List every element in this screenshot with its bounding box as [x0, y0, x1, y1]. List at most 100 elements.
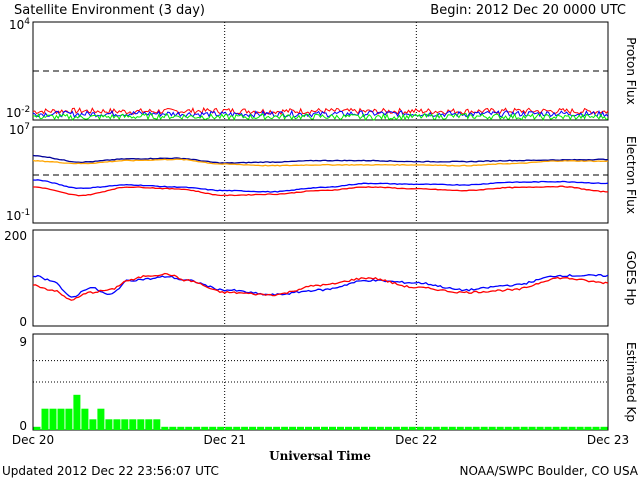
kp-bar [305, 426, 312, 430]
kp-bar [33, 426, 41, 430]
kp-bar [217, 426, 225, 430]
kp-bar [440, 426, 448, 430]
kp-bar [233, 426, 241, 430]
goes-ytick-bottom: 0 [19, 315, 27, 329]
kp-bar [145, 419, 153, 430]
kp-bar [89, 419, 97, 430]
kp-bar [432, 426, 440, 430]
kp-bar [480, 426, 488, 430]
kp-bar [384, 426, 392, 430]
x-axis-title: Universal Time [269, 449, 371, 463]
electron-series-1 [32, 158, 609, 167]
kp-bar [121, 419, 129, 430]
goes-hp-label: GOES Hp [624, 251, 638, 305]
kp-bar [281, 426, 289, 430]
kp-bar [129, 419, 137, 430]
kp-bar [416, 426, 424, 430]
kp-bar [568, 426, 576, 430]
kp-bar [576, 426, 584, 430]
kp-bar [297, 426, 304, 430]
kp-bar [65, 408, 73, 430]
kp-bar [329, 426, 336, 430]
kp-bar [552, 426, 560, 430]
kp-bar [584, 426, 592, 430]
kp-bar [408, 426, 416, 430]
kp-bar [201, 426, 209, 430]
kp-bar [321, 426, 328, 430]
electron-ytick-top: 107 [9, 122, 30, 137]
kp-bar [177, 426, 185, 430]
kp-bar [592, 426, 600, 430]
data-layer [32, 106, 609, 430]
kp-bar [57, 408, 65, 430]
kp-bar [41, 408, 49, 430]
xtick-dec23: Dec 23 [587, 433, 629, 447]
kp-bar [536, 426, 544, 430]
kp-bar [209, 426, 217, 430]
xtick-dec20: Dec 20 [12, 433, 54, 447]
proton-ytick-top: 104 [9, 17, 30, 32]
kp-bar [169, 426, 177, 430]
kp-bar [193, 426, 201, 430]
kp-bar [512, 426, 520, 430]
kp-ytick-top: 9 [19, 335, 27, 349]
proton-series-2 [32, 112, 609, 122]
kp-bar [560, 426, 568, 430]
goes-hp-panel: GOES Hp [32, 229, 638, 327]
kp-bar [137, 419, 145, 430]
kp-bar [225, 426, 233, 430]
kp-bar [81, 408, 89, 430]
kp-bar [105, 419, 113, 430]
kp-bar [241, 426, 249, 430]
updated-timestamp: Updated 2012 Dec 22 23:56:07 UTC [2, 464, 219, 478]
kp-bar [161, 426, 169, 430]
kp-bar [249, 426, 257, 430]
kp-bar [257, 426, 265, 430]
kp-bar [345, 426, 352, 430]
kp-bar [520, 426, 528, 430]
electron-series-3 [33, 185, 608, 197]
proton-series-1 [32, 109, 609, 118]
kp-bar [496, 426, 504, 430]
kp-bar [448, 426, 456, 430]
kp-bar [368, 426, 376, 430]
electron-series-2 [32, 179, 609, 193]
electron-flux-label: Electron Flux [624, 136, 638, 214]
kp-bar [337, 426, 344, 430]
kp-bar [265, 426, 273, 430]
chart-title: Satellite Environment (3 day) [14, 3, 205, 18]
kp-bar [488, 426, 496, 430]
kp-ytick-bottom: 0 [19, 419, 27, 433]
goes-ytick-top: 200 [4, 229, 27, 243]
kp-bar [360, 426, 368, 430]
kp-bar [472, 426, 480, 430]
kp-bar [424, 426, 432, 430]
kp-bar [376, 426, 384, 430]
estimated-kp-panel: Estimated Kp [32, 333, 638, 431]
proton-ytick-bottom: 10-2 [6, 105, 30, 120]
electron-series-0 [32, 154, 608, 164]
proton-flux-label: Proton Flux [624, 37, 638, 104]
kp-bar [313, 426, 320, 430]
kp-bar [352, 426, 360, 430]
kp-bar [273, 426, 281, 430]
estimated-kp-label: Estimated Kp [624, 342, 638, 422]
goes_hp-series-1 [32, 272, 609, 301]
kp-bar [97, 408, 105, 430]
credit-line: NOAA/SWPC Boulder, CO USA [460, 464, 639, 478]
grid-layer [33, 22, 608, 430]
kp-bar [504, 426, 512, 430]
kp-bar [464, 426, 472, 430]
kp-bar [544, 426, 552, 430]
kp-bar [113, 419, 121, 430]
kp-bar [73, 394, 81, 430]
kp-bar [185, 426, 193, 430]
kp-bar [528, 426, 536, 430]
kp-bar [456, 426, 464, 430]
kp-bar [392, 426, 400, 430]
xtick-dec22: Dec 22 [395, 433, 437, 447]
kp-bar [400, 426, 408, 430]
kp-bar [600, 426, 608, 430]
kp-bar [49, 408, 57, 430]
